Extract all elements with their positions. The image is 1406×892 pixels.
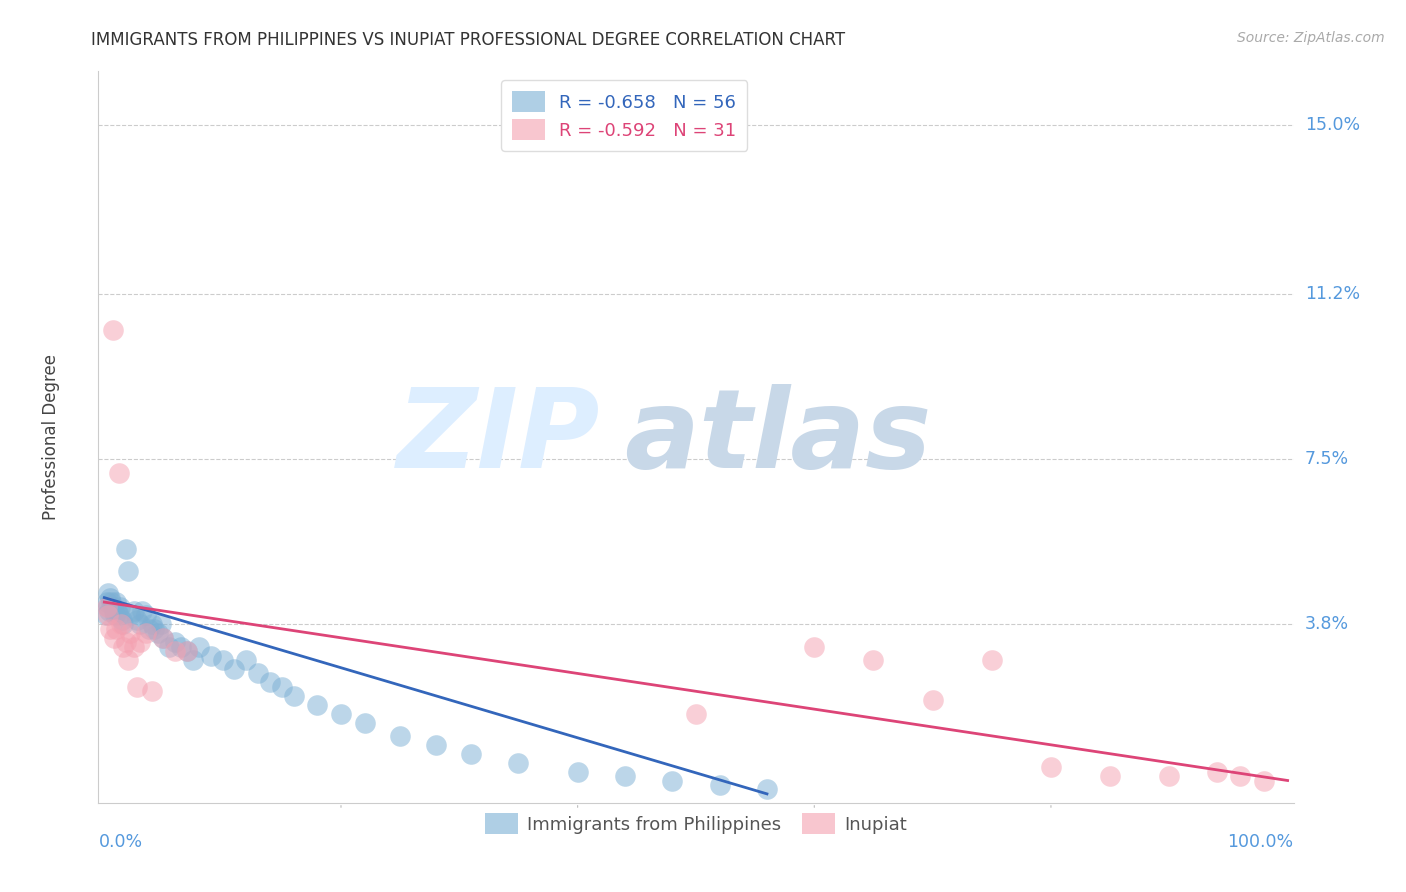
Point — [122, 640, 145, 654]
Point — [200, 648, 222, 663]
Point — [176, 644, 198, 658]
Point — [101, 599, 124, 614]
Point — [111, 613, 134, 627]
Point — [105, 595, 128, 609]
Point — [567, 764, 589, 779]
Point — [127, 613, 149, 627]
Point — [141, 684, 163, 698]
Point — [120, 608, 142, 623]
Point — [1205, 764, 1227, 779]
Point — [980, 653, 1002, 667]
Point — [135, 608, 157, 623]
Point — [117, 564, 139, 578]
Text: 3.8%: 3.8% — [1305, 615, 1348, 633]
Text: 0.0%: 0.0% — [98, 833, 142, 851]
Point — [146, 626, 169, 640]
Point — [425, 738, 447, 752]
Point — [1253, 773, 1275, 788]
Point — [120, 626, 142, 640]
Point — [157, 640, 180, 654]
Point — [97, 599, 120, 614]
Point — [143, 622, 166, 636]
Point — [117, 653, 139, 667]
Text: Source: ZipAtlas.com: Source: ZipAtlas.com — [1237, 31, 1385, 45]
Point — [96, 599, 118, 614]
Point — [235, 653, 257, 667]
Point — [709, 778, 731, 792]
Point — [112, 640, 135, 654]
Point — [181, 653, 204, 667]
Point — [165, 635, 187, 649]
Point — [101, 323, 124, 337]
Text: 11.2%: 11.2% — [1305, 285, 1360, 303]
Point — [97, 586, 120, 600]
Point — [165, 644, 187, 658]
Point — [150, 617, 173, 632]
Point — [330, 706, 353, 721]
Point — [127, 680, 149, 694]
Text: IMMIGRANTS FROM PHILIPPINES VS INUPIAT PROFESSIONAL DEGREE CORRELATION CHART: IMMIGRANTS FROM PHILIPPINES VS INUPIAT P… — [91, 31, 845, 49]
Point — [1159, 769, 1181, 783]
Point — [862, 653, 884, 667]
Point — [614, 769, 637, 783]
Point — [112, 617, 135, 632]
Point — [152, 631, 174, 645]
Point — [1229, 769, 1251, 783]
Point — [152, 631, 174, 645]
Point — [96, 595, 118, 609]
Point — [460, 747, 482, 761]
Point — [508, 756, 530, 770]
Point — [104, 608, 127, 623]
Text: atlas: atlas — [624, 384, 932, 491]
Point — [353, 715, 375, 730]
Point — [105, 604, 128, 618]
Point — [176, 644, 198, 658]
Point — [128, 635, 150, 649]
Point — [103, 604, 125, 618]
Point — [1099, 769, 1122, 783]
Point — [141, 617, 163, 632]
Point — [283, 689, 305, 703]
Point — [100, 595, 122, 609]
Text: Professional Degree: Professional Degree — [42, 354, 59, 520]
Text: ZIP: ZIP — [396, 384, 600, 491]
Point — [138, 622, 160, 636]
Point — [921, 693, 943, 707]
Point — [188, 640, 211, 654]
Point — [98, 591, 121, 605]
Point — [103, 631, 125, 645]
Point — [98, 622, 121, 636]
Point — [94, 608, 117, 623]
Point — [108, 599, 131, 614]
Text: 7.5%: 7.5% — [1305, 450, 1348, 468]
Point — [107, 466, 129, 480]
Point — [307, 698, 329, 712]
Point — [211, 653, 233, 667]
Legend: Immigrants from Philippines, Inupiat: Immigrants from Philippines, Inupiat — [478, 806, 914, 841]
Point — [107, 608, 129, 623]
Point — [114, 541, 136, 556]
Point — [114, 635, 136, 649]
Point — [803, 640, 825, 654]
Point — [110, 617, 132, 632]
Point — [224, 662, 246, 676]
Point — [128, 617, 150, 632]
Point — [97, 608, 120, 623]
Point — [661, 773, 683, 788]
Point — [259, 675, 281, 690]
Point — [270, 680, 292, 694]
Point — [685, 706, 707, 721]
Point — [122, 604, 145, 618]
Point — [98, 604, 121, 618]
Point — [131, 604, 153, 618]
Point — [135, 626, 157, 640]
Point — [755, 782, 778, 797]
Point — [389, 729, 412, 743]
Text: 15.0%: 15.0% — [1305, 116, 1360, 134]
Text: 100.0%: 100.0% — [1227, 833, 1294, 851]
Point — [247, 666, 270, 681]
Point — [1039, 760, 1062, 774]
Point — [170, 640, 193, 654]
Point — [105, 622, 128, 636]
